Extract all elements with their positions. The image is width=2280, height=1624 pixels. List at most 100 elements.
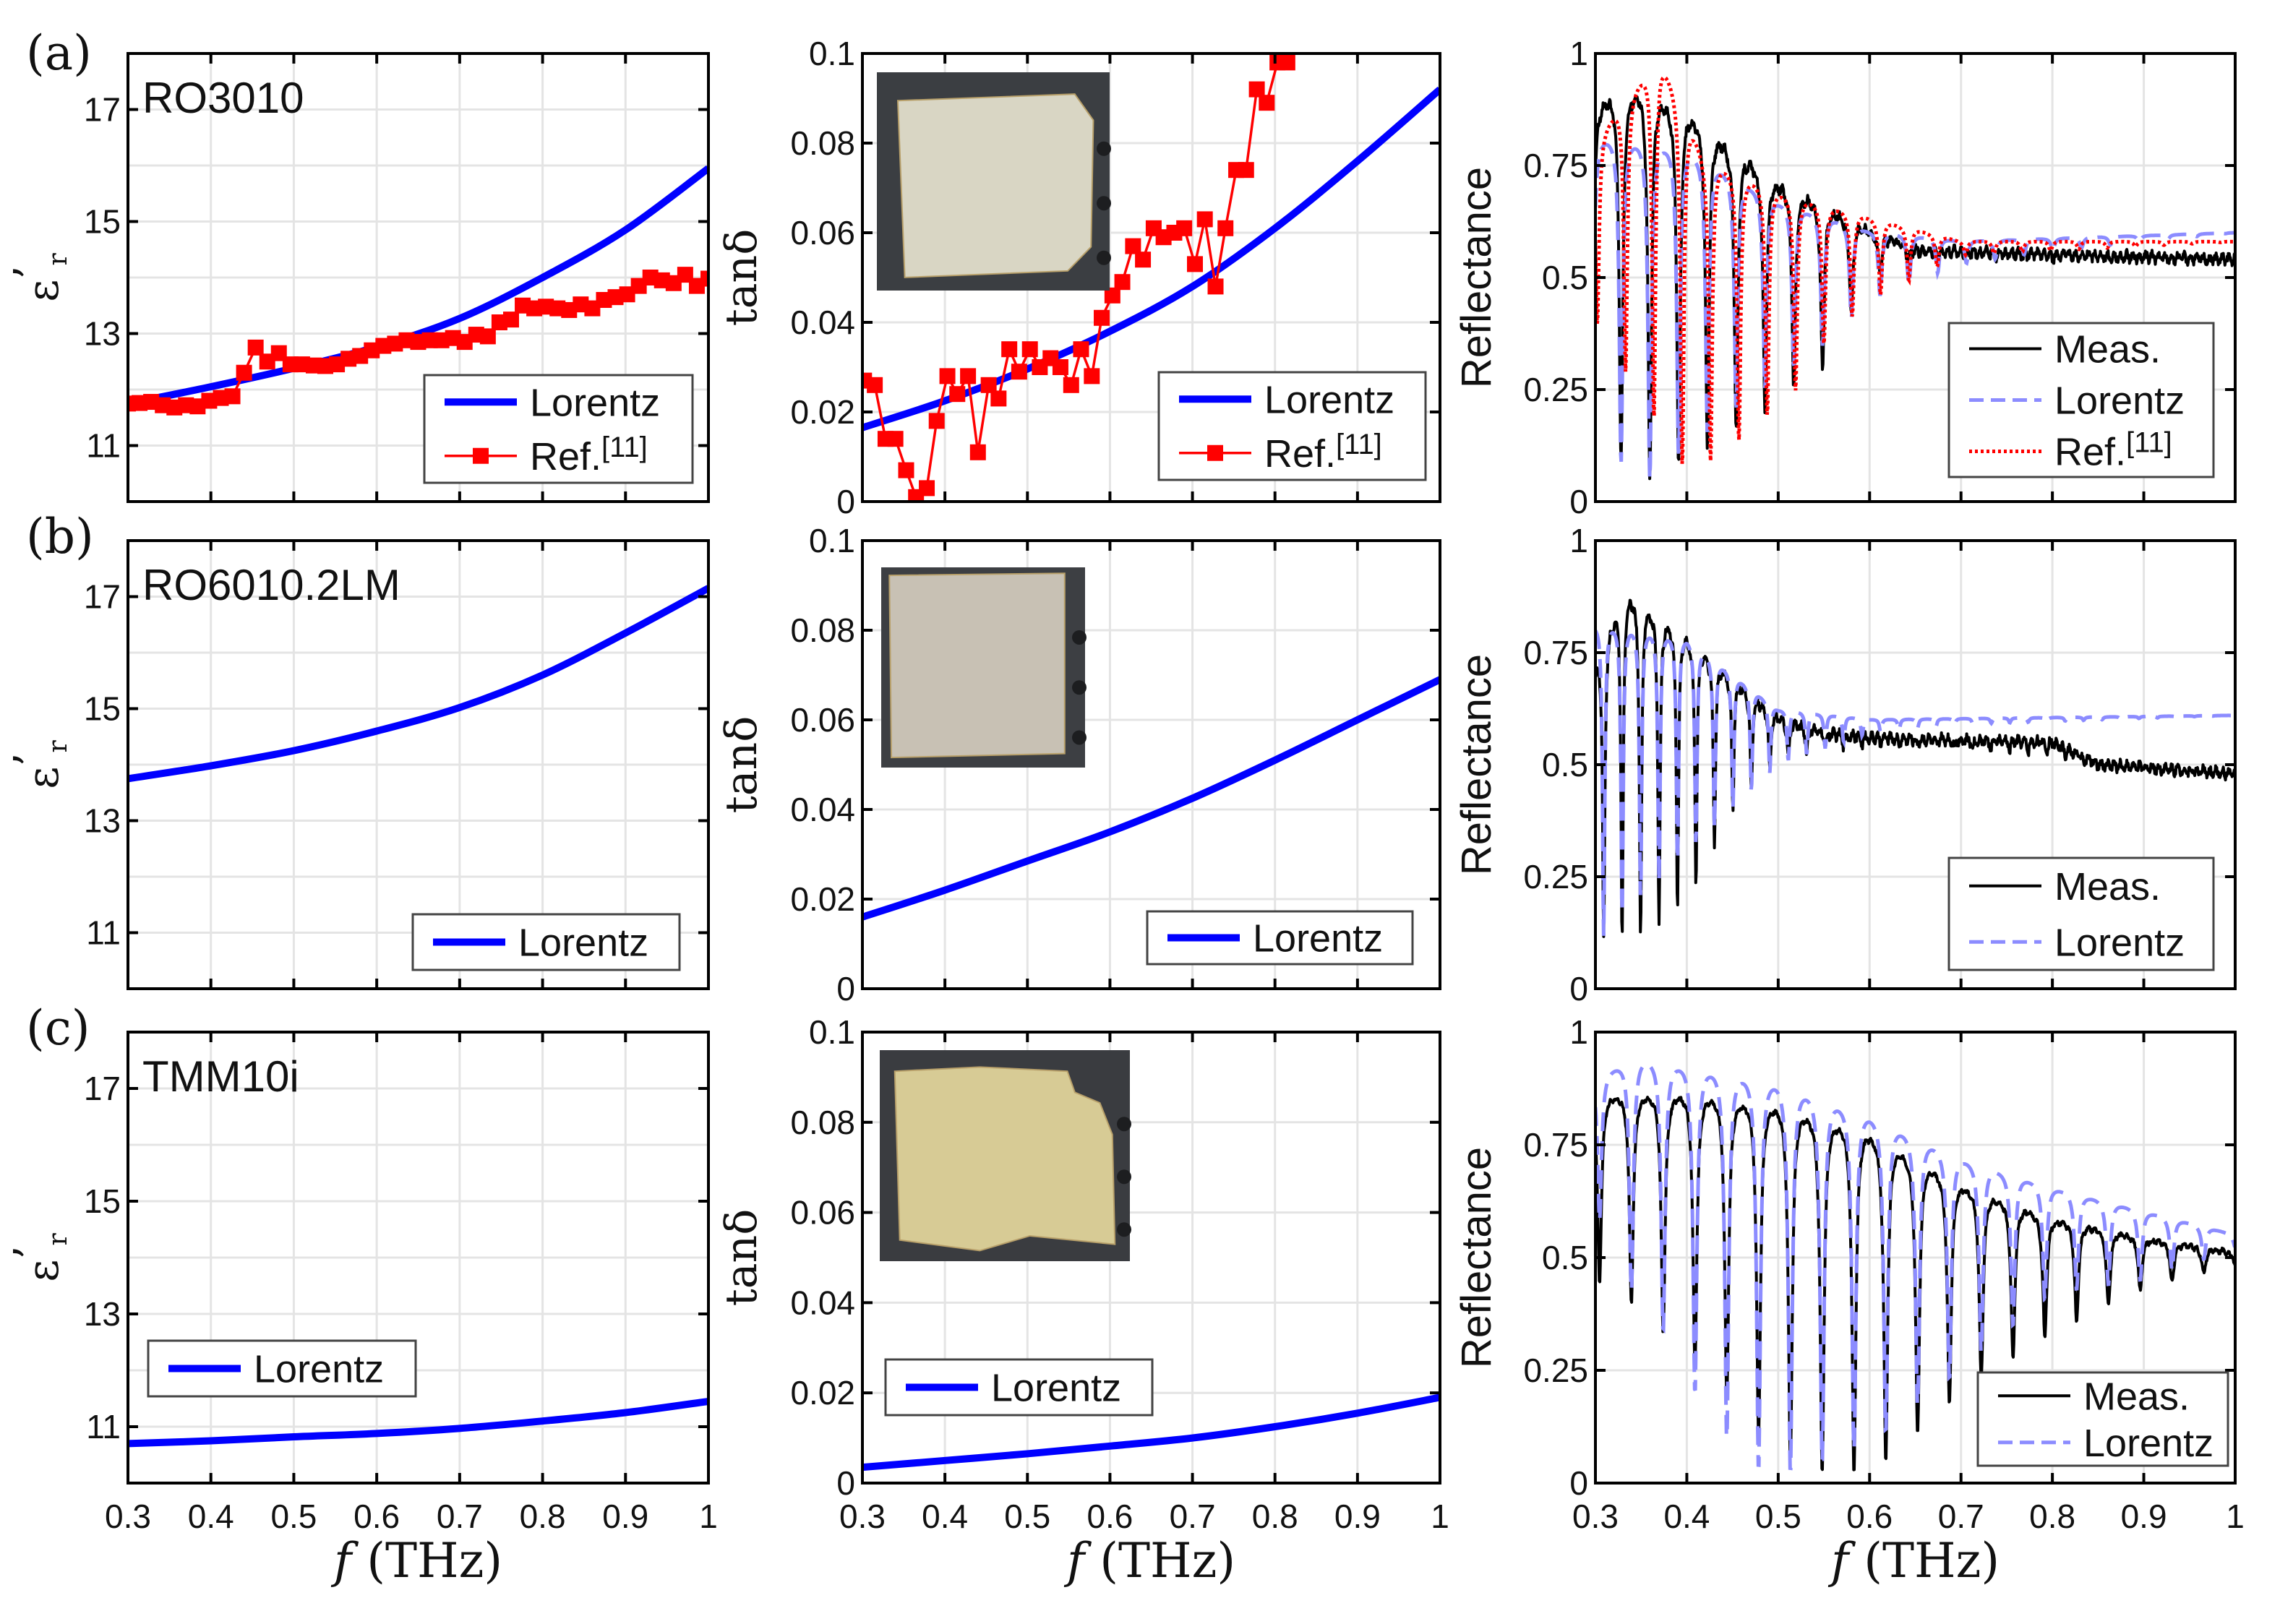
panel-c-reflectance: 0 0.25 0.5 0.75 1 0.3 0.4 0.5 0.6 0.7 0.8 0.9 1 f (TH… <box>1453 1013 2245 1589</box>
y-axis-label-sub: r <box>43 1233 73 1246</box>
x-tick-label: 0.7 <box>1170 1498 1216 1535</box>
data-point <box>949 386 966 403</box>
data-point <box>1094 309 1110 326</box>
series-lorentz-line <box>862 1393 1440 1472</box>
series-group <box>862 54 1440 502</box>
x-tick-label: 0.8 <box>1252 1498 1298 1535</box>
legend: Lorentz <box>1146 910 1414 966</box>
legend: Lorentz <box>411 913 681 971</box>
series-group <box>128 1397 708 1448</box>
legend: Lorentz Ref.[11] <box>1157 371 1427 481</box>
legend: Meas.Lorentz <box>1947 856 2215 971</box>
y-tick-label: 0.02 <box>790 393 855 431</box>
legend-label: Lorentz <box>518 921 648 965</box>
data-point <box>1114 274 1131 291</box>
sample-name: RO6010.2LM <box>142 561 400 609</box>
y-tick-label: 0.1 <box>809 35 855 72</box>
series-lorentz-line <box>1595 142 2235 479</box>
y-tick-label: 1 <box>1569 1013 1588 1051</box>
legend-box <box>423 374 694 484</box>
y-axis-label-sub: r <box>43 740 73 753</box>
data-point <box>1011 364 1027 380</box>
y-axis-label: ε’r <box>5 253 73 302</box>
legend: Meas.Lorentz <box>1976 1371 2229 1467</box>
y-tick-label: 0.5 <box>1542 746 1588 783</box>
data-point <box>1052 359 1068 375</box>
y-tick-label: 1 <box>1569 522 1588 559</box>
legend-label: Lorentz <box>2083 1422 2213 1465</box>
legend-box <box>1976 1371 2229 1467</box>
axes-box <box>861 539 1441 990</box>
x-axis-label-unit: (THz) <box>1848 1533 2000 1589</box>
y-tick-label: 0.06 <box>790 214 855 252</box>
y-tick-label: 0.75 <box>1523 1126 1588 1164</box>
y-axis-label: tanδ <box>716 1209 767 1307</box>
legend: Lorentz Ref.[11] <box>423 374 694 484</box>
y-tick-label: 0 <box>1569 970 1588 1008</box>
x-tick-label: 0.4 <box>1663 1498 1710 1535</box>
y-tick-label: 0.04 <box>790 791 855 828</box>
y-axis-label-main: Reflectance <box>1453 167 1500 388</box>
panel-b-reflectance: 0 0.25 0.5 0.75 1 Reflectance Meas. Lorentz <box>1453 522 2237 1008</box>
series-meas-line <box>1595 1096 2235 1472</box>
y-axis-label-main: tanδ <box>716 229 767 327</box>
series-group <box>128 165 708 416</box>
y-tick-label: 1 <box>1569 35 1588 72</box>
y-tick-label: 0.25 <box>1523 1352 1588 1389</box>
series-group <box>1595 75 2235 481</box>
substrate-sample <box>896 93 1094 278</box>
data-point <box>502 312 519 328</box>
data-point <box>224 388 241 405</box>
series-lorentz-line <box>128 1397 708 1448</box>
y-axis-label-prime: ’ <box>5 266 56 280</box>
y-axis-label: Reflectance <box>1453 1147 1500 1368</box>
x-tick-label: 0.9 <box>2121 1498 2167 1535</box>
y-axis-label-sub: r <box>43 253 73 266</box>
y-axis-label-main: ε <box>18 280 69 302</box>
x-tick-label: 1 <box>1431 1498 1449 1535</box>
data-point <box>700 270 708 287</box>
panel-label: (c) <box>26 1000 90 1056</box>
x-tick-label: 0.3 <box>105 1498 151 1535</box>
legend-label: Ref.[11] <box>2054 427 2172 474</box>
data-point <box>236 364 252 381</box>
holder-hole <box>1097 196 1111 211</box>
axes-box <box>861 1031 1441 1485</box>
y-tick-label: 13 <box>84 1295 121 1333</box>
data-point <box>1073 341 1089 358</box>
legend-label: Lorentz <box>991 1367 1121 1410</box>
y-tick-label: 0.5 <box>1542 259 1588 296</box>
legend: Lorentz <box>147 1339 417 1398</box>
sample-photo-inset <box>881 567 1087 768</box>
panel-b-permittivity: 11 13 15 17 ε’r RO6010.2LM Lorentz <box>5 539 710 990</box>
data-point <box>1196 211 1213 228</box>
data-point <box>867 377 883 393</box>
y-tick-label: 0.75 <box>1523 147 1588 184</box>
data-point <box>1021 341 1038 358</box>
legend-label: Lorentz <box>254 1348 384 1391</box>
panel-c-permittivity: 11 13 15 17 0.3 0.4 0.5 0.6 0.7 0.8 0.9 1 f (THz) ε’r… <box>5 1031 718 1589</box>
legend-label: Ref.[11] <box>530 431 648 478</box>
holder-hole <box>1097 141 1111 156</box>
legend-box <box>1157 371 1427 481</box>
series-ref-line <box>863 61 1287 499</box>
y-tick-label: 0.25 <box>1523 858 1588 895</box>
panel-c-loss-tangent: 0 0.02 0.04 0.06 0.08 0.1 0.3 0.4 0.5 0.6 0.7 0.8 0.… <box>716 1013 1449 1589</box>
axes-box <box>127 52 710 503</box>
data-point <box>479 328 496 345</box>
substrate-sample <box>893 1066 1116 1252</box>
series-group <box>1595 598 2235 938</box>
sample-photo-inset <box>877 72 1111 291</box>
x-tick-label: 0.5 <box>270 1498 317 1535</box>
x-tick-label: 0.3 <box>839 1498 886 1535</box>
y-tick-label: 0.04 <box>790 304 855 341</box>
y-tick-label: 0.75 <box>1523 634 1588 671</box>
legend-box <box>1947 856 2215 971</box>
y-axis-label-prime: ’ <box>5 753 56 767</box>
x-tick-label: 0.7 <box>1938 1498 1984 1535</box>
y-tick-label: 0 <box>836 1464 855 1502</box>
series-group <box>862 676 1440 921</box>
legend: Lorentz <box>884 1358 1154 1417</box>
data-point <box>1063 377 1079 393</box>
